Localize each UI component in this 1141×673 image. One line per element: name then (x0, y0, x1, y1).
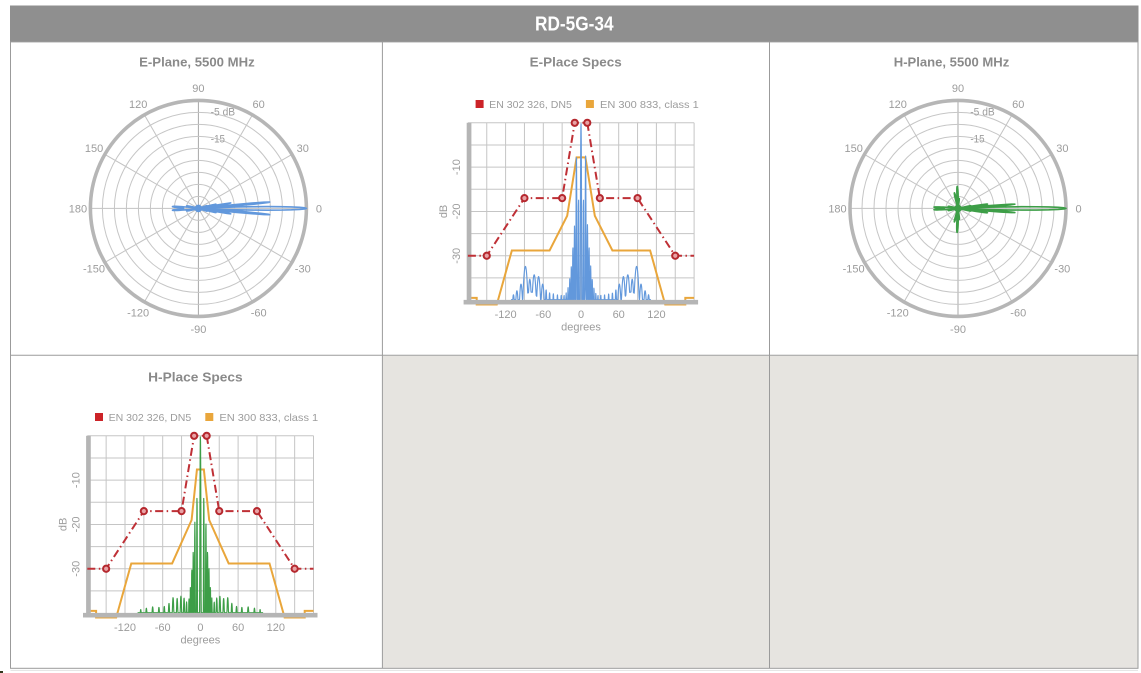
svg-text:120: 120 (889, 99, 907, 111)
svg-text:-150: -150 (843, 264, 865, 276)
svg-text:-60: -60 (155, 622, 171, 634)
svg-text:-10: -10 (70, 472, 82, 488)
svg-text:-120: -120 (495, 309, 517, 321)
svg-text:-5 dB: -5 dB (970, 106, 995, 118)
svg-text:EN 300 833, class 1: EN 300 833, class 1 (219, 412, 318, 424)
svg-text:120: 120 (647, 309, 665, 321)
svg-text:-5 dB: -5 dB (211, 106, 236, 118)
svg-text:60: 60 (232, 622, 244, 634)
svg-text:60: 60 (613, 309, 625, 321)
svg-text:RD-5G-34: RD-5G-34 (535, 14, 614, 36)
svg-text:0: 0 (197, 622, 203, 634)
svg-text:60: 60 (253, 99, 265, 111)
svg-text:180: 180 (69, 203, 87, 215)
svg-text:-60: -60 (535, 309, 551, 321)
svg-text:0: 0 (316, 203, 322, 215)
svg-text:180: 180 (828, 203, 846, 215)
svg-text:120: 120 (129, 99, 147, 111)
svg-text:-90: -90 (190, 324, 206, 336)
svg-text:90: 90 (952, 83, 964, 95)
svg-text:-60: -60 (251, 308, 267, 320)
svg-text:dB: dB (438, 205, 450, 218)
svg-text:-10: -10 (451, 159, 463, 175)
svg-text:EN 300 833, class 1: EN 300 833, class 1 (600, 99, 699, 111)
svg-text:degrees: degrees (561, 322, 601, 334)
svg-text:0: 0 (1075, 203, 1081, 215)
svg-text:EN 302 326, DN5: EN 302 326, DN5 (489, 99, 572, 111)
svg-text:E-Plane, 5500 MHz: E-Plane, 5500 MHz (139, 54, 255, 69)
svg-text:H-Plane, 5500 MHz: H-Plane, 5500 MHz (894, 54, 1010, 69)
svg-text:H-Place Specs: H-Place Specs (148, 370, 243, 385)
svg-text:-15: -15 (211, 133, 225, 145)
svg-text:120: 120 (267, 622, 285, 634)
svg-text:-120: -120 (127, 308, 149, 320)
svg-text:-90: -90 (950, 324, 966, 336)
svg-text:150: 150 (85, 143, 103, 155)
svg-text:-15: -15 (970, 133, 984, 145)
svg-text:90: 90 (192, 83, 204, 95)
svg-text:EN 302 326, DN5: EN 302 326, DN5 (109, 412, 192, 424)
svg-text:-30: -30 (1054, 264, 1070, 276)
svg-text:-150: -150 (83, 264, 105, 276)
svg-text:degrees: degrees (181, 635, 221, 647)
svg-text:-120: -120 (114, 622, 136, 634)
svg-text:30: 30 (1056, 143, 1068, 155)
svg-text:30: 30 (297, 143, 309, 155)
svg-text:-60: -60 (1010, 308, 1026, 320)
svg-text:dB: dB (57, 518, 69, 531)
svg-text:-30: -30 (451, 248, 463, 264)
svg-text:-120: -120 (887, 308, 909, 320)
svg-text:60: 60 (1012, 99, 1024, 111)
svg-text:0: 0 (578, 309, 584, 321)
svg-text:-30: -30 (295, 264, 311, 276)
svg-text:-20: -20 (451, 203, 463, 219)
svg-text:150: 150 (844, 143, 862, 155)
svg-text:-20: -20 (70, 516, 82, 532)
svg-text:E-Place Specs: E-Place Specs (530, 54, 622, 69)
svg-text:-30: -30 (70, 561, 82, 577)
